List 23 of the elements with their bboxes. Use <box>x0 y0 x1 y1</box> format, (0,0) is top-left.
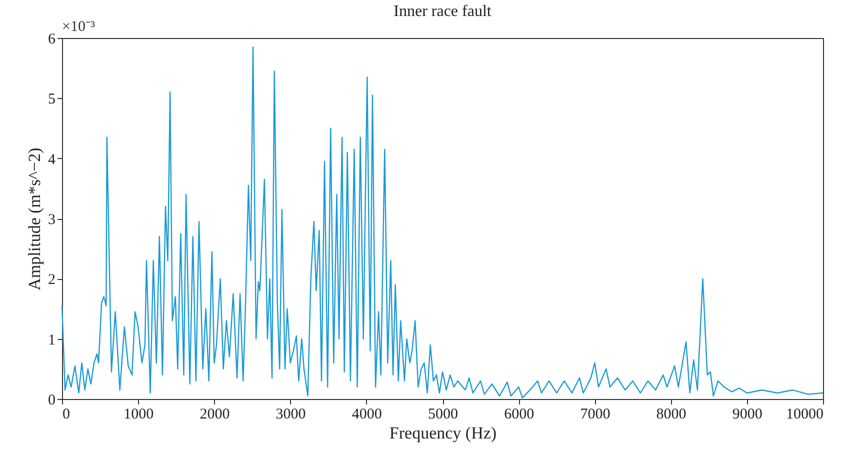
line-series <box>61 46 824 398</box>
x-axis-title: Frequency (Hz) <box>389 424 497 442</box>
text: ×10⁻³ <box>62 19 96 35</box>
y-axis-title: Amplitude (m*s^−2) <box>25 148 44 290</box>
y-tick-label: 4 <box>48 152 56 168</box>
y-tick-label: 2 <box>48 272 56 288</box>
x-tick-label: 0 <box>62 406 70 422</box>
x-tick-label: 1000 <box>124 406 154 422</box>
chart-title: Inner race fault <box>394 3 492 20</box>
y-tick-label: 0 <box>48 392 56 408</box>
x-tick-label: 6000 <box>504 406 534 422</box>
y-tick-label: 1 <box>48 332 56 348</box>
y-tick-label: 5 <box>48 92 56 108</box>
x-tick-label: 2000 <box>200 406 230 422</box>
x-tick-label: 9000 <box>732 406 762 422</box>
x-tick-label: 8000 <box>656 406 686 422</box>
x-tick-label: 7000 <box>580 406 610 422</box>
x-tick-label: 4000 <box>352 406 382 422</box>
y-tick-label: 3 <box>48 212 56 228</box>
x-tick-label: 3000 <box>276 406 306 422</box>
x-tick-label: 10000 <box>786 406 824 422</box>
x-tick-label: 5000 <box>428 406 458 422</box>
y-tick-label: 6 <box>48 32 56 48</box>
